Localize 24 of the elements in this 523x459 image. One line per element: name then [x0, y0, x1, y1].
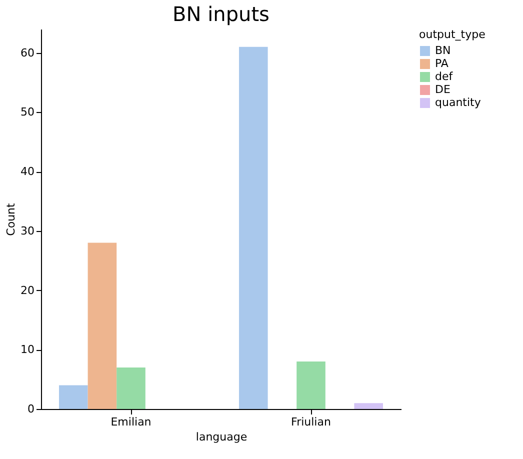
- legend-label: PA: [435, 57, 449, 70]
- bar: [88, 242, 117, 409]
- x-tick-label: Friulian: [291, 416, 331, 428]
- bar: [354, 403, 383, 409]
- y-axis-title: Count: [4, 202, 18, 236]
- legend-label: quantity: [435, 96, 482, 109]
- legend-label: BN: [435, 44, 451, 57]
- y-tick-label: 60: [20, 46, 34, 60]
- y-tick-label: 20: [20, 284, 34, 297]
- chart-title: BN inputs: [172, 2, 270, 26]
- y-tick-label: 0: [28, 402, 34, 416]
- legend-label: def: [435, 70, 454, 83]
- bar: [239, 46, 268, 409]
- x-axis-title: language: [196, 430, 248, 444]
- y-tick-label: 10: [20, 343, 34, 356]
- legend-title: output_type: [419, 28, 486, 41]
- x-tick-label: Emilian: [110, 416, 152, 428]
- y-tick-label: 50: [20, 106, 34, 119]
- bar: [116, 367, 146, 409]
- bar: [296, 362, 326, 409]
- legend-label: DE: [435, 83, 450, 96]
- y-tick-label: 40: [20, 165, 34, 178]
- y-tick-label: 30: [20, 224, 34, 238]
- bar: [59, 385, 88, 409]
